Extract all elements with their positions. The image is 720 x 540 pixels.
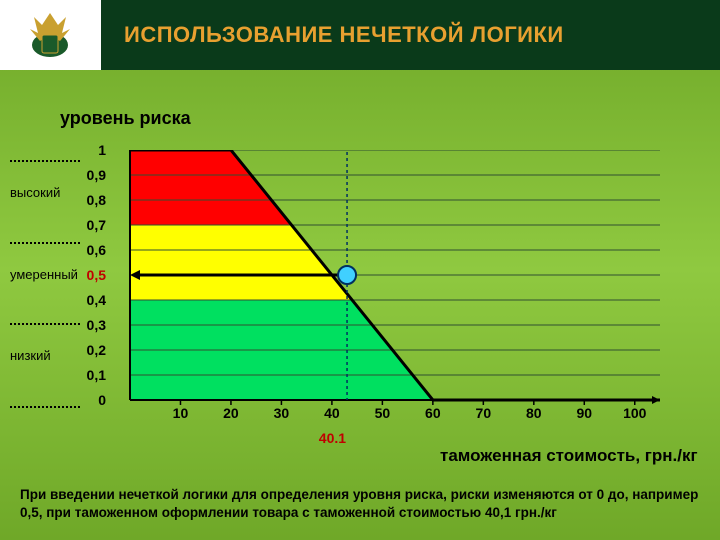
x-tick-label: 10 — [173, 405, 189, 421]
x-tick-label: 60 — [425, 405, 441, 421]
y-tick-label: 1 — [80, 142, 106, 158]
x-tick-label: 80 — [526, 405, 542, 421]
y-tick-label: 0,4 — [80, 292, 106, 308]
x-tick-label: 20 — [223, 405, 239, 421]
category-guide — [10, 242, 80, 244]
y-tick-label: 0,1 — [80, 367, 106, 383]
y-tick-label: 0,7 — [80, 217, 106, 233]
x-tick-label: 70 — [476, 405, 492, 421]
category-label: низкий — [10, 348, 51, 363]
x-tick-label: 90 — [576, 405, 592, 421]
y-tick-label: 0,5 — [80, 267, 106, 283]
y-tick-label: 0,8 — [80, 192, 106, 208]
y-tick-label: 0,3 — [80, 317, 106, 333]
category-guide — [10, 323, 80, 325]
category-label: высокий — [10, 185, 60, 200]
y-tick-label: 0,9 — [80, 167, 106, 183]
x-tick-label: 30 — [274, 405, 290, 421]
x-axis-title: таможенная стоимость, грн./кг — [440, 446, 698, 466]
y-tick-label: 0,2 — [80, 342, 106, 358]
x-tick-label: 50 — [375, 405, 391, 421]
x-tick-label: 100 — [623, 405, 646, 421]
slide-header: ИСПОЛЬЗОВАНИЕ НЕЧЕТКОЙ ЛОГИКИ — [0, 0, 720, 70]
category-guide — [10, 160, 80, 162]
x-tick-label: 40 — [324, 405, 340, 421]
chart: 10,90,80,70,60,50,40,30,20,10 1020304050… — [110, 150, 670, 430]
y-axis-title: уровень риска — [60, 108, 191, 129]
category-label: умеренный — [10, 267, 78, 282]
slide-title: ИСПОЛЬЗОВАНИЕ НЕЧЕТКОЙ ЛОГИКИ — [124, 22, 564, 48]
category-guide — [10, 406, 80, 408]
caption-text: При введении нечеткой логики для определ… — [20, 486, 700, 522]
y-tick-label: 0 — [80, 392, 106, 408]
x-marker-label: 40.1 — [319, 430, 346, 446]
logo — [0, 0, 100, 70]
y-tick-label: 0,6 — [80, 242, 106, 258]
